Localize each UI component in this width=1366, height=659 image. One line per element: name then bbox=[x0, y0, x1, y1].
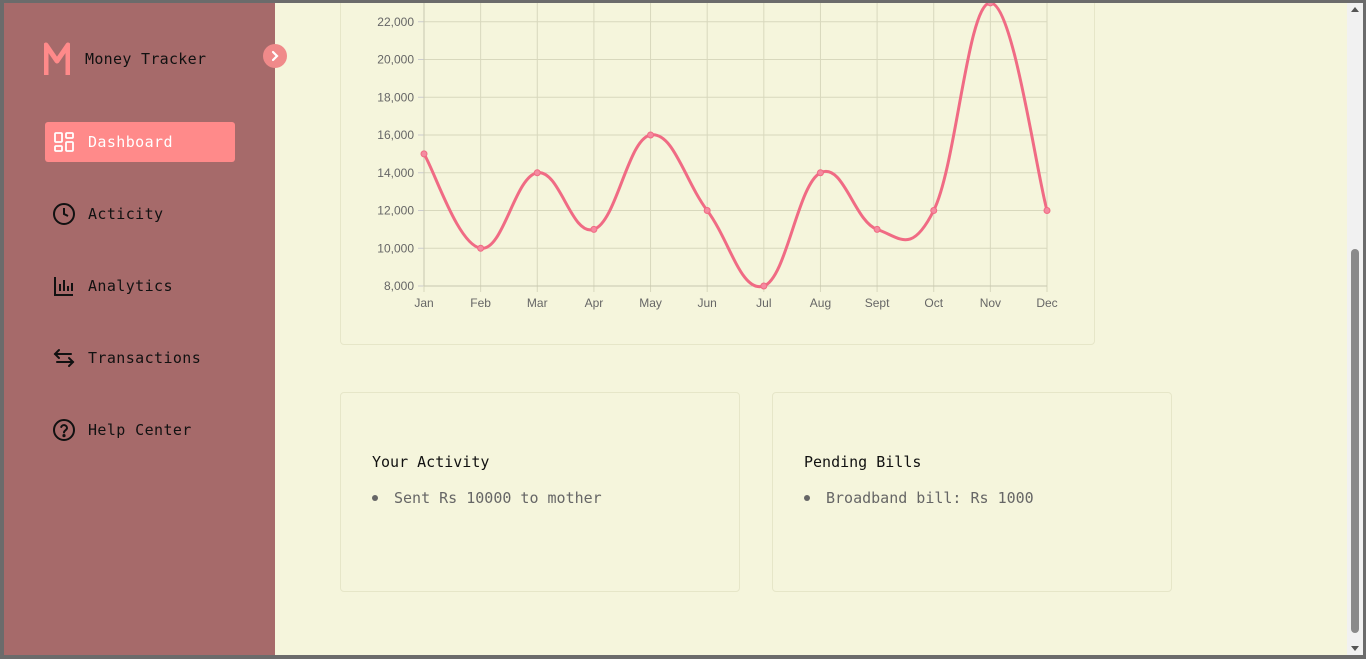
pending-bills-card: Pending Bills Broadband bill: Rs 1000 bbox=[772, 392, 1172, 592]
x-tick-label: Dec bbox=[1036, 296, 1057, 310]
list-item-text: Sent Rs 10000 to mother bbox=[394, 489, 602, 507]
activity-list: Sent Rs 10000 to mother bbox=[372, 489, 602, 507]
sidebar-item-label: Transactions bbox=[88, 349, 202, 367]
sidebar-item-transactions[interactable]: Transactions bbox=[45, 338, 235, 378]
y-tick-label: 22,000 bbox=[377, 15, 414, 29]
app-title: Money Tracker bbox=[85, 50, 207, 68]
list-item-text: Broadband bill: Rs 1000 bbox=[826, 489, 1034, 507]
sidebar-item-dashboard[interactable]: Dashboard bbox=[45, 122, 235, 162]
main-content: 8,000 10,000 12,000 14,000 16,000 18,000 20,00… bbox=[275, 3, 1347, 655]
sidebar-item-activity[interactable]: Acticity bbox=[45, 194, 235, 234]
sidebar-item-help-center[interactable]: Help Center bbox=[45, 410, 235, 450]
y-tick-label: 12,000 bbox=[377, 204, 414, 218]
scroll-up-arrow-icon[interactable] bbox=[1351, 7, 1359, 12]
data-point bbox=[647, 131, 655, 139]
x-tick-label: Aug bbox=[810, 296, 831, 310]
y-tick-label: 8,000 bbox=[384, 279, 414, 293]
x-tick-label: May bbox=[639, 296, 662, 310]
y-tick-label: 14,000 bbox=[377, 166, 414, 180]
list-item: Sent Rs 10000 to mother bbox=[372, 489, 602, 507]
bullet bbox=[804, 495, 810, 501]
vertical-scrollbar[interactable] bbox=[1347, 3, 1363, 655]
data-point bbox=[1043, 207, 1051, 214]
x-tick-label: Mar bbox=[527, 296, 548, 310]
data-point bbox=[477, 244, 485, 252]
y-tick-label: 18,000 bbox=[377, 90, 414, 104]
activity-title: Your Activity bbox=[372, 453, 490, 471]
sidebar-item-label: Help Center bbox=[88, 421, 192, 439]
sidebar-item-label: Analytics bbox=[88, 277, 173, 295]
sidebar-item-analytics[interactable]: Analytics bbox=[45, 266, 235, 306]
x-tick-label: Oct bbox=[924, 296, 943, 310]
dashboard-icon bbox=[52, 130, 76, 154]
chart-card: 8,000 10,000 12,000 14,000 16,000 18,000 20,00… bbox=[340, 3, 1095, 345]
y-tick-label: 16,000 bbox=[377, 128, 414, 142]
list-item: Broadband bill: Rs 1000 bbox=[804, 489, 1034, 507]
x-tick-label: Apr bbox=[585, 296, 604, 310]
bar-chart-icon bbox=[52, 274, 76, 298]
bullet bbox=[372, 495, 378, 501]
data-point bbox=[420, 150, 428, 158]
bills-list: Broadband bill: Rs 1000 bbox=[804, 489, 1034, 507]
x-tick-label: Jul bbox=[756, 296, 771, 310]
data-point bbox=[760, 282, 768, 290]
logo-icon bbox=[44, 42, 70, 75]
data-point bbox=[873, 225, 881, 233]
x-tick-label: Jan bbox=[414, 296, 433, 310]
line-chart: 8,000 10,000 12,000 14,000 16,000 18,000 20,00… bbox=[377, 3, 1058, 310]
app-window: Money Tracker Dashboard Acticity bbox=[4, 3, 1347, 655]
x-tick-label: Feb bbox=[470, 296, 491, 310]
x-tick-label: Jun bbox=[698, 296, 717, 310]
arrows-swap-icon bbox=[52, 346, 76, 370]
data-point bbox=[816, 169, 824, 177]
data-point bbox=[703, 207, 711, 214]
clock-icon bbox=[52, 202, 76, 226]
data-point bbox=[590, 225, 598, 233]
sidebar-item-label: Acticity bbox=[88, 205, 164, 223]
series-line bbox=[422, 3, 1049, 289]
sidebar-item-label: Dashboard bbox=[88, 133, 173, 151]
collapse-sidebar-button[interactable] bbox=[263, 44, 287, 68]
scroll-down-arrow-icon[interactable] bbox=[1351, 646, 1359, 651]
sidebar: Money Tracker Dashboard Acticity bbox=[4, 3, 287, 655]
chevron-right-icon bbox=[271, 50, 279, 62]
data-point bbox=[533, 169, 541, 177]
help-circle-icon bbox=[52, 418, 76, 442]
pending-bills-title: Pending Bills bbox=[804, 453, 922, 471]
activity-card: Your Activity Sent Rs 10000 to mother bbox=[340, 392, 740, 592]
x-tick-label: Nov bbox=[980, 296, 1001, 310]
data-point bbox=[986, 3, 994, 7]
y-tick-label: 10,000 bbox=[377, 241, 414, 255]
data-point bbox=[930, 207, 938, 214]
x-tick-label: Sept bbox=[865, 296, 890, 310]
y-tick-label: 20,000 bbox=[377, 53, 414, 67]
scroll-thumb[interactable] bbox=[1351, 249, 1359, 633]
